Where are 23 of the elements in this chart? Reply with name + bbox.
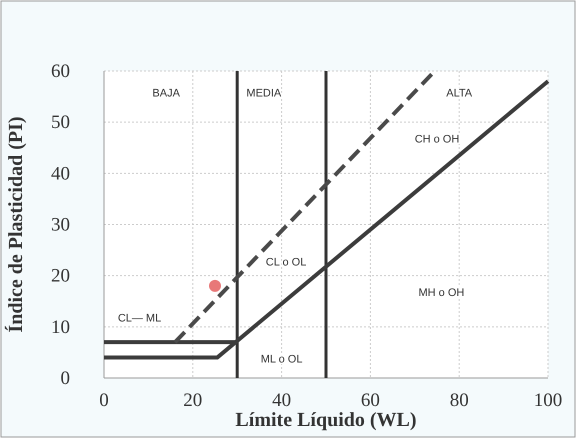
annotation: CL o OL: [266, 256, 306, 268]
x-tick-label: 0: [99, 390, 109, 411]
x-tick-label: 40: [272, 390, 292, 411]
annotation: BAJA: [152, 88, 181, 100]
annotation: CH o OH: [414, 134, 460, 146]
y-tick-label: 10: [51, 316, 70, 338]
y-axis-title: Índice de Plasticidad (PI): [4, 116, 27, 333]
annotation: CL— ML: [118, 312, 162, 325]
annotation: ALTA: [446, 88, 473, 100]
y-tick-label: 50: [51, 112, 70, 134]
y-tick-label: 40: [51, 163, 70, 184]
x-axis-title: Límite Líquido (WL): [235, 409, 417, 431]
y-tick-label: 20: [51, 266, 70, 287]
x-tick-label: 100: [534, 390, 562, 411]
y-tick-label: 60: [51, 61, 70, 82]
annotation: MEDIA: [246, 88, 282, 100]
annotation: ML o OL: [260, 354, 302, 366]
y-tick-label: 30: [51, 214, 70, 236]
annotation: MH o OH: [418, 287, 464, 300]
y-tick-label: 0: [60, 368, 70, 389]
x-tick-label: 80: [450, 390, 469, 411]
x-tick-label: 20: [183, 390, 202, 411]
x-tick-label: 60: [360, 390, 380, 411]
